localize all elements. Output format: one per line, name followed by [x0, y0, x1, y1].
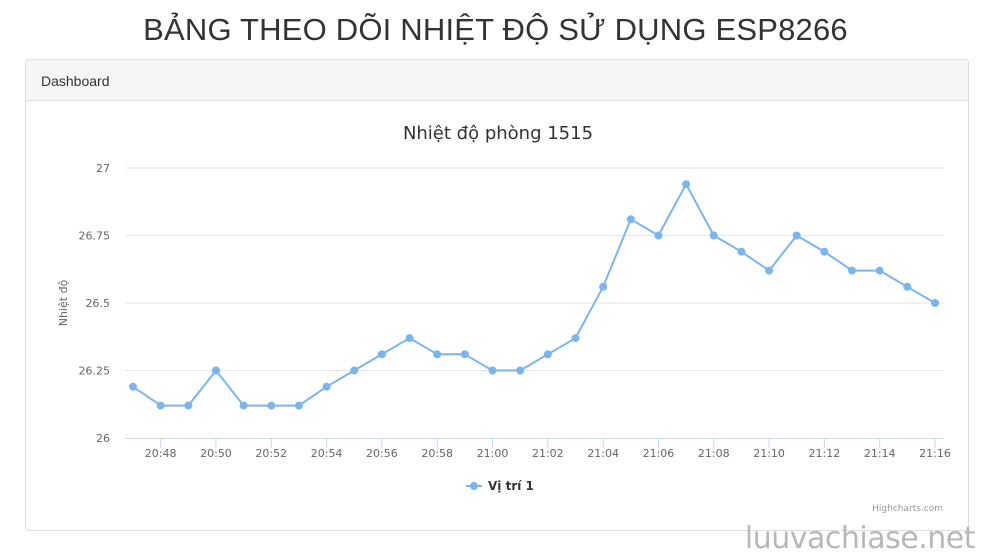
- x-tick-label: 20:50: [200, 447, 232, 460]
- data-point: [543, 350, 552, 359]
- data-point: [682, 180, 691, 189]
- x-tick-label: 21:00: [477, 447, 509, 460]
- dashboard-panel: Dashboard: [25, 59, 969, 531]
- page-title: BẢNG THEO DÕI NHIỆT ĐỘ SỬ DỤNG ESP8266: [143, 12, 848, 47]
- y-tick-label: 26.75: [79, 230, 111, 243]
- watermark: luuvachiase.net: [744, 521, 976, 556]
- data-point: [848, 266, 857, 275]
- panel-heading: Dashboard: [26, 60, 968, 101]
- x-tick-label: 20:54: [311, 447, 343, 460]
- data-point: [129, 382, 137, 391]
- data-point: [571, 334, 580, 343]
- data-point: [377, 350, 386, 359]
- data-point: [709, 231, 718, 240]
- data-point: [488, 366, 497, 375]
- y-tick-label: 26: [96, 432, 110, 445]
- chart-title: Nhiệt độ phòng 1515: [403, 123, 593, 144]
- x-tick-label: 20:56: [366, 447, 398, 460]
- x-tick-label: 21:04: [587, 447, 619, 460]
- data-point: [322, 382, 331, 391]
- data-point: [267, 401, 276, 410]
- data-point: [626, 215, 635, 224]
- data-point: [405, 334, 414, 343]
- y-tick-label: 26.25: [79, 365, 111, 378]
- data-point: [931, 299, 939, 307]
- data-point: [460, 350, 469, 359]
- data-point: [820, 247, 829, 256]
- x-tick-label: 21:08: [698, 447, 730, 460]
- data-point: [516, 366, 525, 375]
- y-tick-label: 27: [96, 162, 110, 175]
- x-tick-label: 21:16: [919, 447, 951, 460]
- data-point: [875, 266, 884, 275]
- x-tick-label: 20:52: [255, 447, 287, 460]
- series-line: [132, 183, 936, 407]
- data-point: [737, 247, 746, 256]
- legend-label: Vị trí 1: [488, 479, 534, 493]
- x-tick-label: 21:14: [864, 447, 896, 460]
- data-point: [765, 266, 774, 275]
- y-axis-label: Nhiệt độ: [57, 279, 70, 326]
- data-point: [156, 401, 165, 410]
- data-point: [211, 366, 220, 375]
- x-tick-label: 21:06: [643, 447, 675, 460]
- data-point: [184, 401, 193, 410]
- y-tick-label: 26.5: [86, 297, 111, 310]
- data-point: [294, 401, 303, 410]
- data-point: [433, 350, 442, 359]
- data-point: [599, 282, 608, 291]
- data-point: [350, 366, 359, 375]
- x-tick-label: 21:12: [809, 447, 841, 460]
- chart-credits: Highcharts.com: [872, 504, 943, 514]
- data-point: [654, 231, 663, 240]
- x-tick-label: 21:10: [753, 447, 785, 460]
- data-point: [792, 231, 801, 240]
- data-point: [239, 401, 248, 410]
- legend-marker: [470, 482, 478, 490]
- data-point: [903, 282, 912, 291]
- x-tick-label: 20:58: [421, 447, 453, 460]
- x-tick-label: 21:02: [532, 447, 564, 460]
- x-tick-label: 20:48: [145, 447, 177, 460]
